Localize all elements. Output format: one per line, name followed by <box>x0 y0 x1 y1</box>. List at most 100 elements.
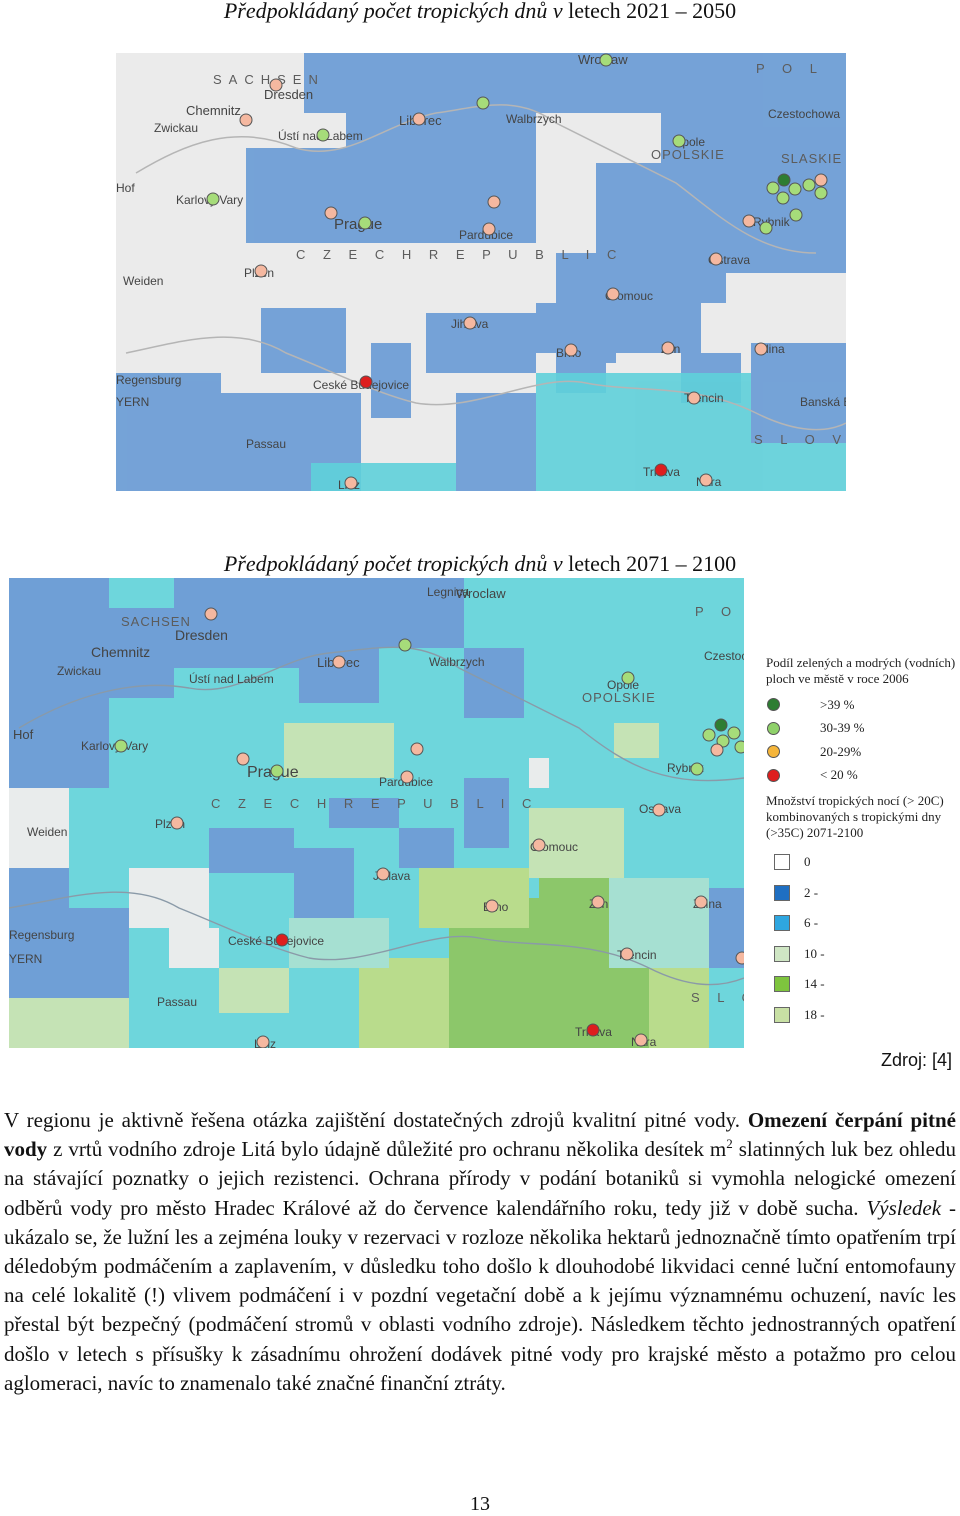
map1-label-slaskie: SLASKIE <box>781 151 842 166</box>
map-2071-2100: Wroclaw Legnica SACHSEN Dresden Chemnitz… <box>9 578 744 1048</box>
map1-marker-hradec <box>487 195 501 209</box>
map2-caption-italic: Předpokládaný počet tropických dnů v <box>223 551 563 576</box>
map1-caption: Předpokládaný počet tropických dnů v let… <box>0 0 960 24</box>
map1-marker-chemnitz <box>239 113 253 127</box>
map1-marker-prague-1 <box>324 206 338 220</box>
para-sentence-1: V regionu je aktivně řešena otázka zajiš… <box>4 1108 748 1132</box>
map2-label-hof: Hof <box>13 727 34 742</box>
legend-green-row: 30-39 % <box>762 717 960 741</box>
map1-marker-nitra <box>699 473 713 487</box>
map2-label-wroclaw: Wroclaw <box>456 586 506 601</box>
para-superscript: 2 <box>726 1136 733 1152</box>
legend-class-label: 6 - <box>804 915 819 931</box>
map-2021-2050: SACHSEN Dresden Chemnitz Zwickau Ústí na… <box>116 53 846 491</box>
map1-label-sachsen: SACHSEN <box>213 72 325 87</box>
legend-class-row: 2 - <box>762 878 960 909</box>
map1-marker-dresden <box>269 78 283 92</box>
legend-dot-icon <box>767 721 780 735</box>
legend-swatch-icon <box>774 884 790 901</box>
legend-swatch-icon <box>774 854 790 871</box>
map1-label-banska-bystrica: Banská Bystrica <box>800 395 846 409</box>
map1-marker-brno <box>564 343 578 357</box>
map1-label-prague: Prague <box>334 216 382 233</box>
map1-marker-plzen <box>254 264 268 278</box>
legend-class-label: 18 - <box>804 1006 825 1022</box>
map2-label-regensburg: Regensburg <box>9 928 74 942</box>
legend-swatch-icon <box>774 1006 790 1023</box>
map1-marker-prague-2 <box>358 216 372 230</box>
map2-label-chemnitz: Chemnitz <box>91 644 150 660</box>
legend-swatch-icon <box>774 945 790 962</box>
map2-label-zwickau: Zwickau <box>57 664 101 678</box>
map1-label-opolskie: OPOLSKIE <box>651 147 725 162</box>
para-bold-phrase: Omezení čerpání pitné vody <box>4 1108 956 1162</box>
legend-class-row: 10 - <box>762 939 960 970</box>
map1-marker-usti <box>316 128 330 142</box>
legend-green-row: >39 % <box>762 693 960 717</box>
legend-swatch-icon <box>774 976 790 993</box>
map1-marker-zilina <box>754 342 768 356</box>
map1-label-chemnitz: Chemnitz <box>186 103 241 118</box>
map1-marker-wroclaw <box>599 53 613 67</box>
map1-label-pol: P O L <box>756 61 824 76</box>
legend-swatch-icon <box>774 915 790 932</box>
map-legend: Podíl zelených a modrých (vodních) ploch… <box>762 655 960 1030</box>
map2-label-bayern: YERN <box>9 952 42 966</box>
map2-label-sachsen: SACHSEN <box>121 614 191 629</box>
map1-label-hof: Hof <box>116 181 135 195</box>
map2-label-dresden: Dresden <box>175 627 228 643</box>
map2-label-slovakia: S L O V A <box>691 990 744 1005</box>
page-number: 13 <box>470 1493 490 1515</box>
map2-city-markers <box>114 607 744 1048</box>
map2-label-czech-republic: C Z E C H R E P U B L I C <box>211 796 538 811</box>
map1-label-regensburg: Regensburg <box>116 373 181 387</box>
map1-label-bayern: YERN <box>116 395 149 409</box>
legend-green-row: < 20 % <box>762 764 960 788</box>
legend-nights-title: Množství tropických nocí (> 20C) kombino… <box>766 793 944 840</box>
map1-marker-zlin <box>661 341 675 355</box>
map1-marker-trencin <box>687 391 701 405</box>
map1-marker-liberec <box>412 112 426 126</box>
legend-dot-icon <box>767 768 780 782</box>
para-sentence-4: - ukázalo se, že lužní les a zejména lou… <box>4 1195 956 1395</box>
legend-class-label: 14 - <box>804 976 825 992</box>
legend-class-label: 0 <box>804 854 811 870</box>
para-italic-word: Výsledek <box>866 1195 942 1220</box>
legend-class-label: 2 - <box>804 884 819 900</box>
legend-class-row: 6 - <box>762 908 960 939</box>
map1-label-pardubice: Pardubice <box>459 228 513 242</box>
map1-label-czech-republic: C Z E C H R E P U B L I C <box>296 247 623 262</box>
map2-label-legnica: Legnica <box>427 585 469 599</box>
body-paragraph: V regionu je aktivně řešena otázka zajiš… <box>4 1106 956 1398</box>
map1-label-czestochowa: Czestochowa <box>768 107 840 121</box>
map1-label-slovakia: S L O V A <box>754 432 846 447</box>
legend-class-row: 0 <box>762 847 960 878</box>
legend-green-label: < 20 % <box>820 767 858 783</box>
map1-marker-linz <box>344 476 358 490</box>
map1-label-weiden: Weiden <box>123 274 163 288</box>
map1-marker-olomouc <box>606 287 620 301</box>
map1-marker-karlovy-vary <box>206 192 220 206</box>
map2-svg: Wroclaw Legnica SACHSEN Dresden Chemnitz… <box>9 578 744 1048</box>
map1-label-zwickau: Zwickau <box>154 121 198 135</box>
map2-label-opolskie: OPOLSKIE <box>582 690 656 705</box>
map1-caption-italic: Předpokládaný počet tropických dnů v <box>223 0 563 23</box>
map2-label-czestochowa: Czestochowa <box>704 649 744 663</box>
legend-green-title: Podíl zelených a modrých (vodních) ploch… <box>766 655 956 686</box>
map1-marker-walbrzych-green <box>476 96 490 110</box>
map2-caption-years: letech 2071 – 2100 <box>562 551 737 576</box>
legend-green-list: >39 % 30-39 % 20-29% < 20 % <box>762 693 960 787</box>
map1-marker-trnava <box>654 463 668 477</box>
map1-marker-jihlava <box>463 316 477 330</box>
legend-class-row: 14 - <box>762 969 960 1000</box>
legend-dot-icon <box>767 698 780 712</box>
map1-city-markers <box>206 53 828 490</box>
map1-caption-years: letech 2021 – 2050 <box>562 0 737 23</box>
map1-marker-ostrava <box>709 252 723 266</box>
legend-green-label: 30-39 % <box>820 720 865 736</box>
legend-dot-icon <box>767 745 780 759</box>
map1-svg: SACHSEN Dresden Chemnitz Zwickau Ústí na… <box>116 53 846 491</box>
map1-label-passau: Passau <box>246 437 286 451</box>
map1-marker-pardubice <box>482 222 496 236</box>
legend-green-row: 20-29% <box>762 740 960 764</box>
